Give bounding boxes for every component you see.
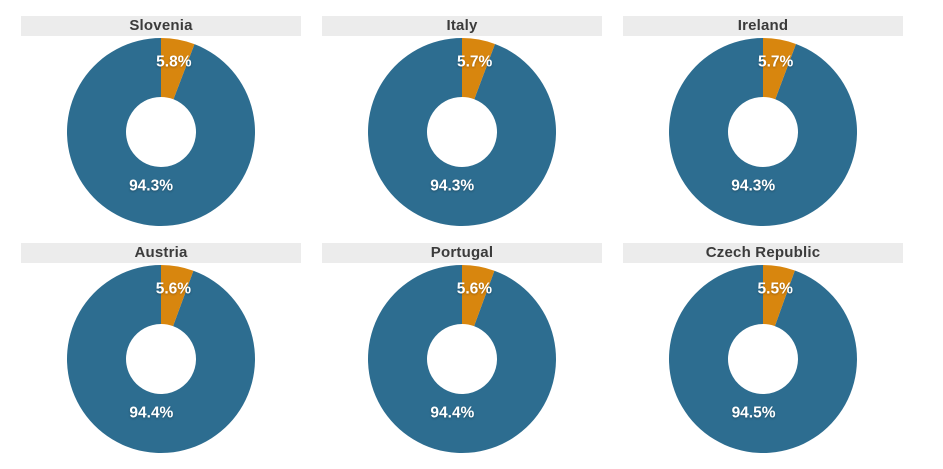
chart-title: Portugal — [322, 243, 602, 263]
chart-cell-ireland: Ireland 5.7% 94.3% — [623, 16, 903, 232]
majority-slice — [368, 265, 557, 453]
majority-slice-label: 94.5% — [732, 405, 776, 422]
majority-slice-label: 94.3% — [129, 178, 173, 195]
majority-slice-label: 94.4% — [129, 405, 173, 422]
chart-title: Slovenia — [21, 16, 301, 36]
donut-chart: 5.6% 94.4% — [67, 265, 256, 453]
donut-chart: 5.7% 94.3% — [368, 38, 557, 226]
minority-slice — [763, 265, 795, 327]
donut-chart: 5.6% 94.4% — [368, 265, 557, 453]
minority-slice — [763, 38, 796, 100]
minority-slice-label: 5.5% — [758, 281, 794, 298]
majority-slice-label: 94.3% — [731, 178, 775, 195]
majority-slice-label: 94.3% — [430, 178, 474, 195]
chart-cell-portugal: Portugal 5.6% 94.4% — [322, 243, 602, 459]
chart-title: Austria — [21, 243, 301, 263]
minority-slice-label: 5.8% — [156, 54, 192, 71]
donut-grid: Slovenia 5.8% 94.3% Italy 5.7% 94.3% Ire… — [21, 16, 903, 459]
minority-slice — [462, 265, 495, 327]
chart-title: Italy — [322, 16, 602, 36]
minority-slice-label: 5.6% — [156, 281, 192, 298]
majority-slice — [668, 265, 857, 453]
chart-cell-austria: Austria 5.6% 94.4% — [21, 243, 301, 459]
minority-slice — [161, 38, 195, 100]
donut-chart: 5.8% 94.3% — [67, 38, 256, 226]
majority-slice-label: 94.4% — [430, 405, 474, 422]
chart-cell-italy: Italy 5.7% 94.3% — [322, 16, 602, 232]
chart-title: Czech Republic — [623, 243, 903, 263]
majority-slice — [368, 38, 557, 226]
majority-slice — [67, 38, 256, 226]
minority-slice-label: 5.6% — [457, 281, 493, 298]
chart-title: Ireland — [623, 16, 903, 36]
minority-slice-label: 5.7% — [457, 54, 493, 71]
chart-cell-czech-republic: Czech Republic 5.5% 94.5% — [623, 243, 903, 459]
donut-chart: 5.5% 94.5% — [668, 265, 857, 453]
minority-slice-label: 5.7% — [758, 54, 794, 71]
chart-cell-slovenia: Slovenia 5.8% 94.3% — [21, 16, 301, 232]
majority-slice — [67, 265, 256, 453]
majority-slice — [669, 38, 858, 226]
donut-chart: 5.7% 94.3% — [669, 38, 858, 226]
minority-slice — [462, 38, 495, 100]
minority-slice — [161, 265, 194, 327]
